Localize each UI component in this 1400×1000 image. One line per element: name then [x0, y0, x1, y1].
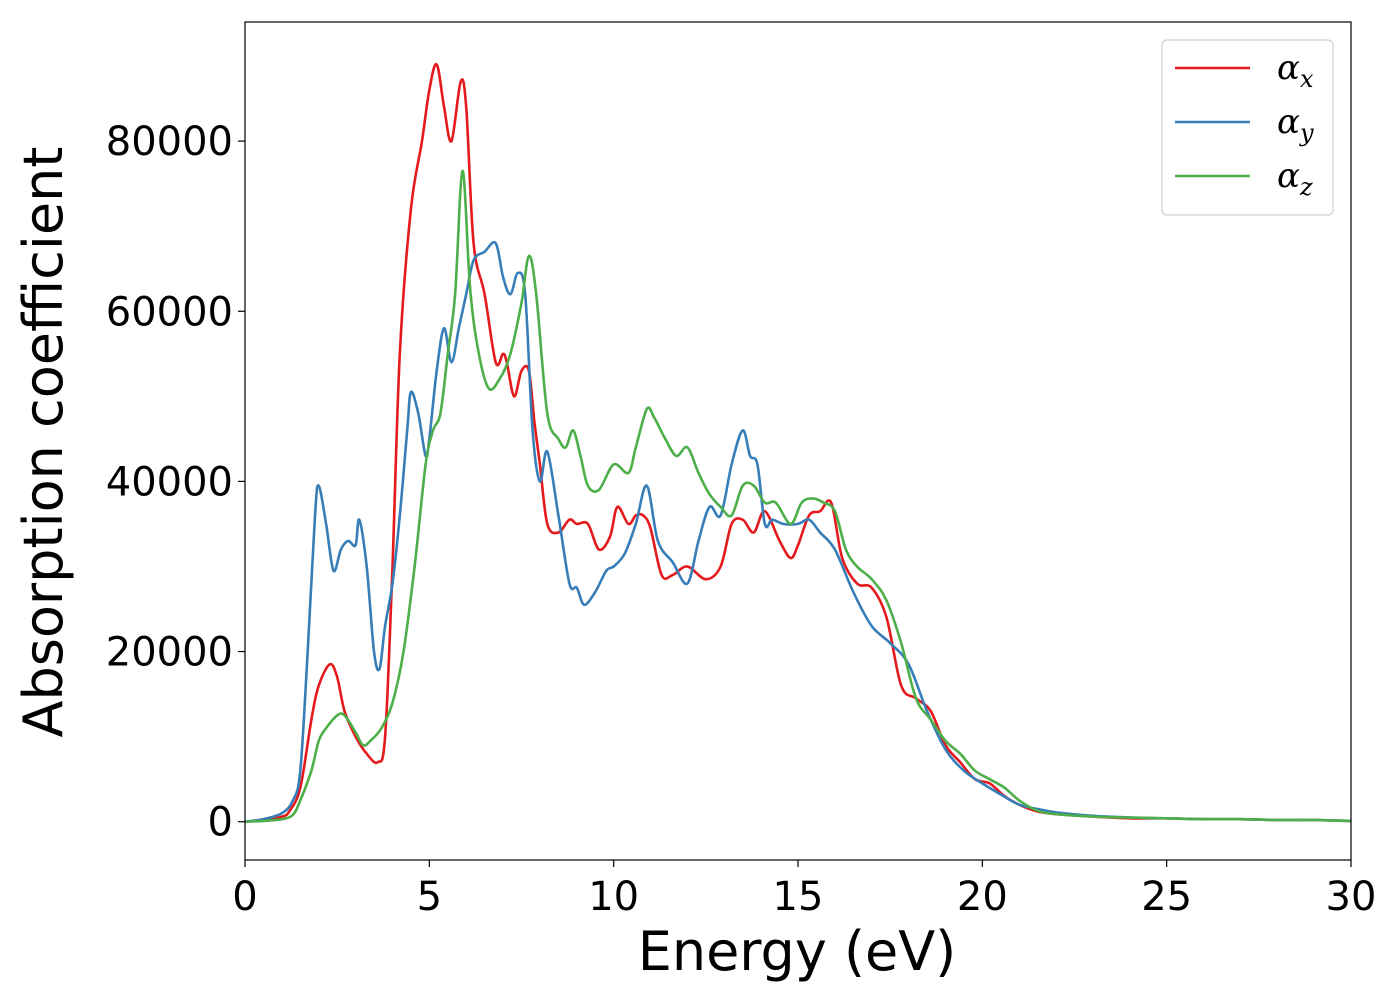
x-tick-label: 0 — [232, 874, 257, 920]
legend-label-x: αx — [1277, 48, 1314, 93]
y-tick-label: 0 — [208, 800, 233, 846]
y-tick-label: 20000 — [106, 630, 233, 676]
x-axis-title: Energy (eV) — [638, 920, 957, 983]
y-tick-label: 60000 — [106, 289, 233, 335]
y-axis-title: Absorption coefficient — [12, 147, 75, 738]
series-line-x — [245, 62, 1351, 823]
x-tick-label: 5 — [417, 874, 442, 920]
x-tick-label: 20 — [957, 874, 1008, 920]
x-tick-label: 15 — [773, 874, 824, 920]
legend-box — [1161, 39, 1334, 216]
y-tick-label: 80000 — [106, 119, 233, 165]
axes-layer: 0 5 10 15 20 25 30 0 20000 40000 60000 80000 — [106, 21, 1377, 920]
series-layer — [245, 62, 1351, 823]
y-tick-label: 40000 — [106, 459, 233, 505]
x-tick-label: 30 — [1326, 874, 1377, 920]
series-line-y — [245, 240, 1351, 823]
x-tick-label: 25 — [1141, 874, 1192, 920]
x-tick-label: 10 — [588, 874, 639, 920]
series-line-z — [245, 169, 1351, 823]
